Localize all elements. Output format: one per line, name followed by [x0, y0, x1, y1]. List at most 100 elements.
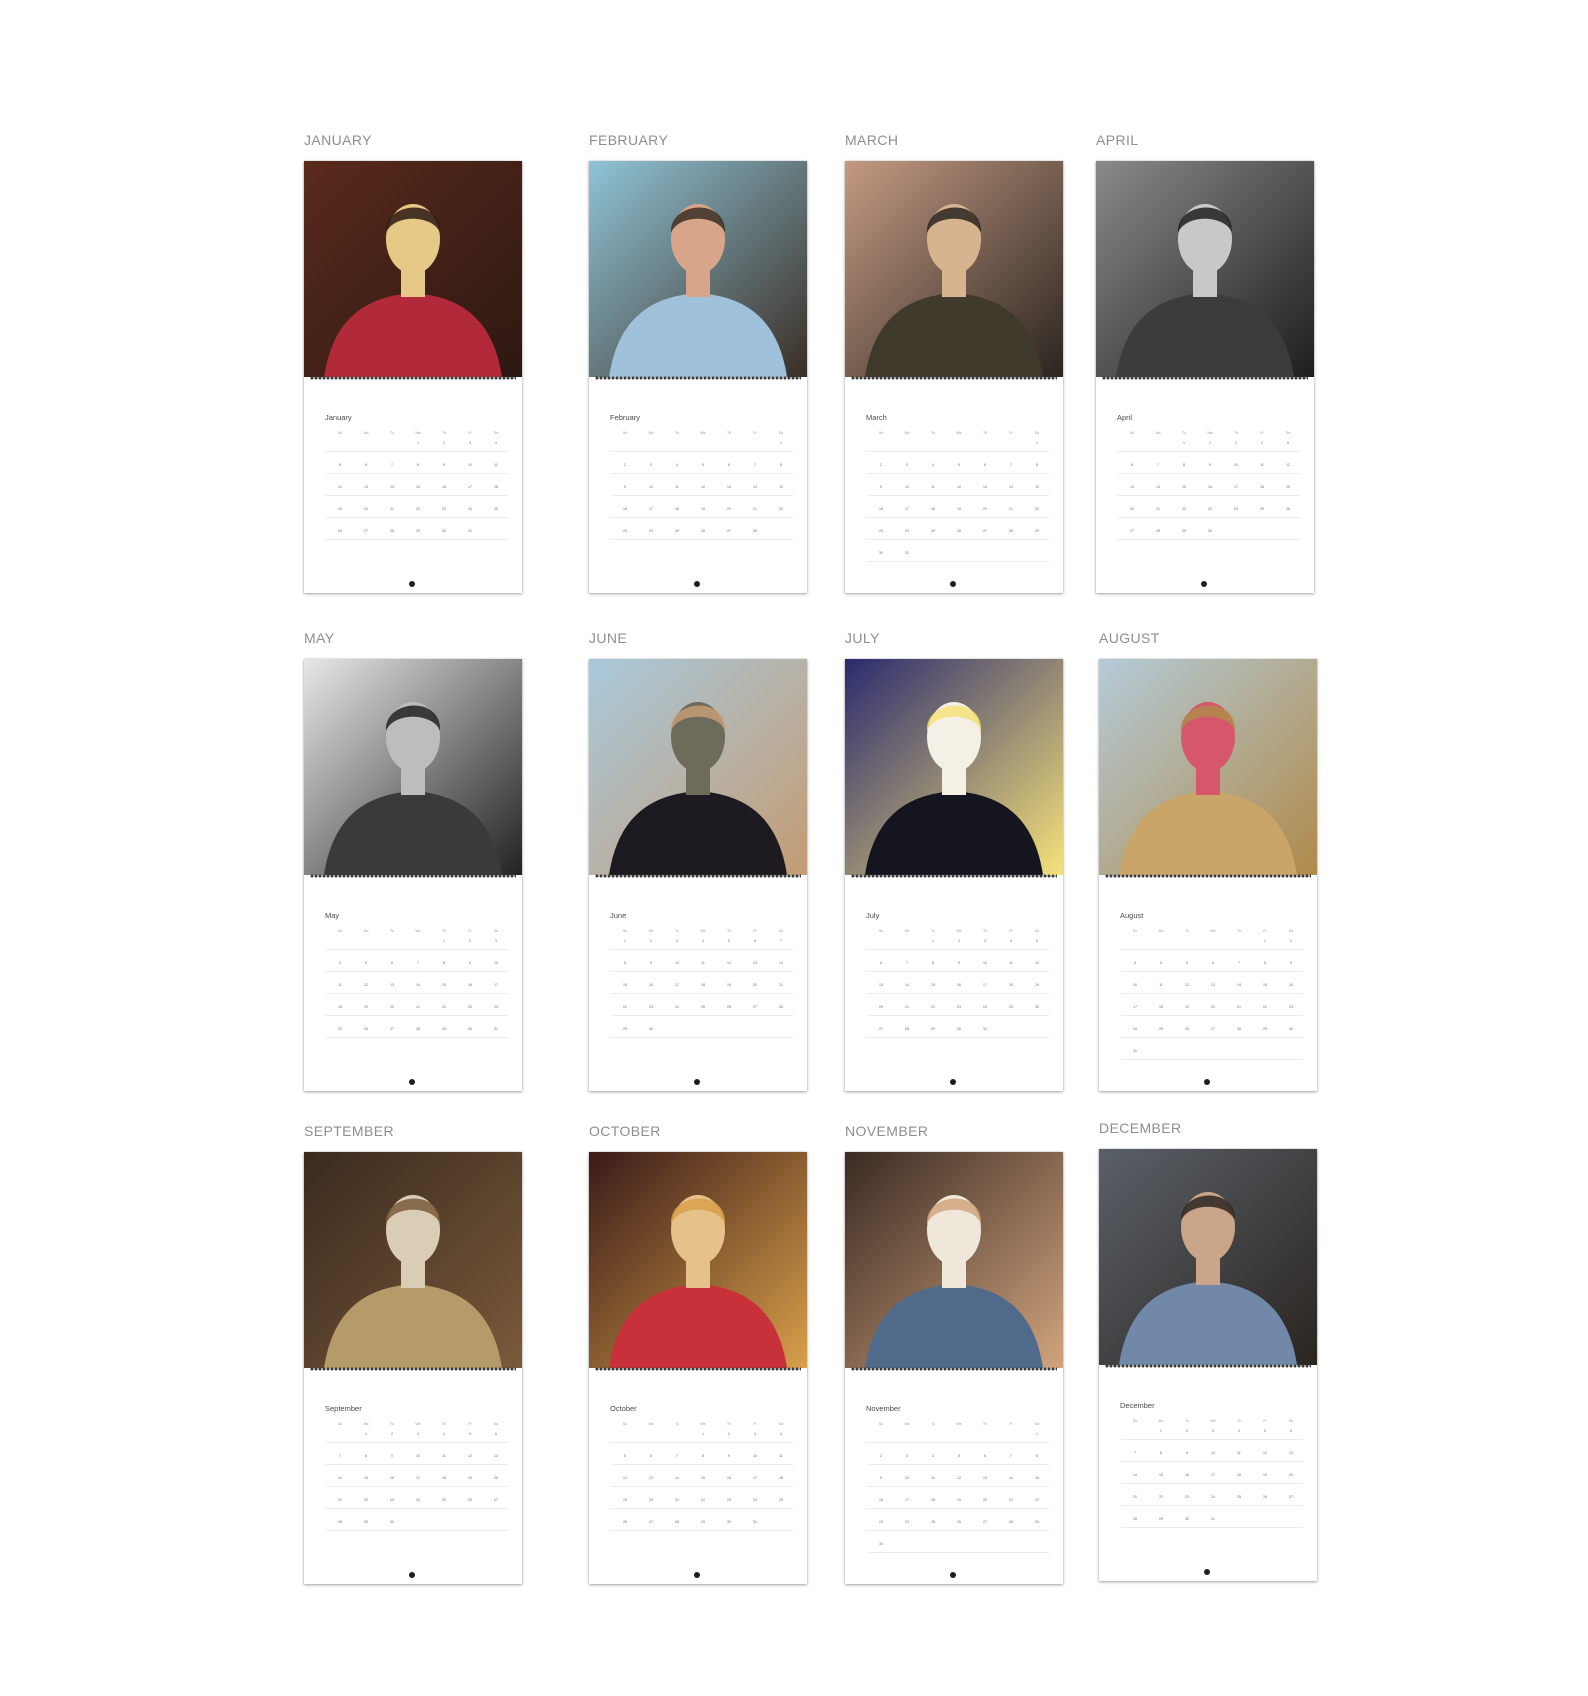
day-number: 31	[753, 1520, 757, 1524]
day-number: 1	[1036, 1432, 1038, 1436]
day-number: 6	[1212, 961, 1214, 965]
week-row: 1 2 3 4 5 6	[326, 1430, 508, 1443]
date-grid: July Su Mo Tu We Th Fr Sa 1 2 3 4 5 6 7 8 9 10 11 12 13 14 15 1…	[845, 879, 1063, 1091]
day-number: 14	[675, 1476, 679, 1480]
month-heading: AUGUST	[1099, 630, 1160, 646]
man-in-pink-shirt-desert-photo	[1099, 659, 1317, 875]
day-number: 3	[1212, 1429, 1214, 1433]
day-number: 28	[1237, 1027, 1241, 1031]
day-number: 30	[649, 1027, 653, 1031]
week-row: 9 10 11 12 13 14 15	[867, 483, 1049, 496]
person-torso	[865, 293, 1043, 377]
weekday-label: We	[700, 929, 706, 933]
day-number: 11	[494, 463, 498, 467]
day-number: 29	[1263, 1027, 1267, 1031]
day-number: 14	[1133, 1473, 1137, 1477]
day-number: 11	[701, 961, 705, 965]
month-photo	[304, 659, 522, 875]
mini-month-title: August	[1120, 911, 1144, 920]
day-number: 25	[1009, 1005, 1013, 1009]
day-number: 15	[1159, 1473, 1163, 1477]
month-heading: JULY	[845, 630, 880, 646]
week-row: 12 13 14 15 16 17 18	[326, 483, 508, 496]
day-number: 4	[1261, 441, 1263, 445]
day-number: 25	[338, 1027, 342, 1031]
day-number: 3	[984, 939, 986, 943]
person-hair	[385, 1198, 441, 1224]
week-row: 8 9 10 11 12 13 14	[611, 959, 793, 972]
hanging-hole	[950, 1572, 956, 1578]
day-number: 10	[1133, 983, 1137, 987]
day-number: 7	[1134, 1451, 1136, 1455]
month-heading: SEPTEMBER	[304, 1123, 394, 1139]
day-number: 6	[728, 463, 730, 467]
weekday-label: Mo	[363, 431, 369, 435]
week-row: 15 16 17 18 19 20 21	[611, 981, 793, 994]
day-number: 4	[1160, 961, 1162, 965]
day-number: 9	[391, 1454, 393, 1458]
day-number: 24	[753, 1498, 757, 1502]
week-row: 2 3 4 5 6 7 8	[611, 461, 793, 474]
month-photo	[304, 1152, 522, 1368]
day-number: 19	[1035, 983, 1039, 987]
day-number: 28	[1133, 1517, 1137, 1521]
day-number: 21	[1133, 1495, 1137, 1499]
person-torso	[609, 1284, 787, 1368]
weekday-label: Tu	[390, 431, 394, 435]
weekday-label: Sa	[778, 1422, 784, 1426]
day-number: 31	[1211, 1517, 1215, 1521]
day-number: 20	[753, 983, 757, 987]
day-number: 10	[753, 1454, 757, 1458]
day-number: 15	[779, 485, 783, 489]
person-head	[1181, 1192, 1235, 1262]
day-number: 26	[701, 529, 705, 533]
day-number: 8	[417, 463, 419, 467]
weekday-label: Su	[622, 1422, 628, 1426]
day-number: 21	[416, 1005, 420, 1009]
day-number: 29	[416, 529, 420, 533]
week-row: 10 11 12 13 14 15 16	[1121, 981, 1303, 994]
day-number: 29	[1182, 529, 1186, 533]
day-number: 7	[780, 939, 782, 943]
day-number: 31	[468, 529, 472, 533]
day-number: 1	[624, 939, 626, 943]
day-number: 5	[339, 463, 341, 467]
day-number: 2	[958, 939, 960, 943]
day-number: 5	[702, 463, 704, 467]
day-number: 6	[1131, 463, 1133, 467]
day-number: 28	[1009, 529, 1013, 533]
day-number: 13	[1211, 983, 1215, 987]
day-number: 16	[623, 507, 627, 511]
week-row: 28 29 30	[326, 1518, 508, 1531]
day-number: 18	[675, 507, 679, 511]
day-number: 20	[983, 1498, 987, 1502]
weekday-label: Fr	[753, 1422, 757, 1426]
weekday-label: Th	[982, 929, 988, 933]
day-number: 12	[1185, 983, 1189, 987]
day-number: 4	[1238, 1429, 1240, 1433]
spiral-binding	[1102, 375, 1308, 381]
week-row: 27 28 29 30	[1118, 527, 1300, 540]
day-number: 27	[1211, 1027, 1215, 1031]
week-row: 4 5 6 7 8 9 10	[326, 959, 508, 972]
day-number: 4	[1010, 939, 1012, 943]
day-number: 7	[676, 1454, 678, 1458]
day-number: 26	[727, 1005, 731, 1009]
month-photo	[1099, 659, 1317, 875]
week-row: 1 2 3 4 5 6	[1121, 1427, 1303, 1440]
day-number: 10	[1234, 463, 1238, 467]
weekday-header: Su Mo Tu We Th Fr Sa	[1125, 929, 1301, 935]
day-number: 25	[931, 1520, 935, 1524]
day-number: 28	[675, 1520, 679, 1524]
day-number: 14	[779, 961, 783, 965]
week-row: 16 17 18 19 20 21 22	[611, 505, 793, 518]
mini-month-title: December	[1120, 1401, 1155, 1410]
weekday-label: Fr	[468, 1422, 472, 1426]
day-number: 13	[649, 1476, 653, 1480]
weekday-label: Th	[982, 431, 988, 435]
day-number: 30	[957, 1027, 961, 1031]
person-hair	[670, 207, 726, 233]
weekday-label: We	[1210, 1419, 1216, 1423]
day-number: 26	[957, 1520, 961, 1524]
day-number: 22	[1182, 507, 1186, 511]
